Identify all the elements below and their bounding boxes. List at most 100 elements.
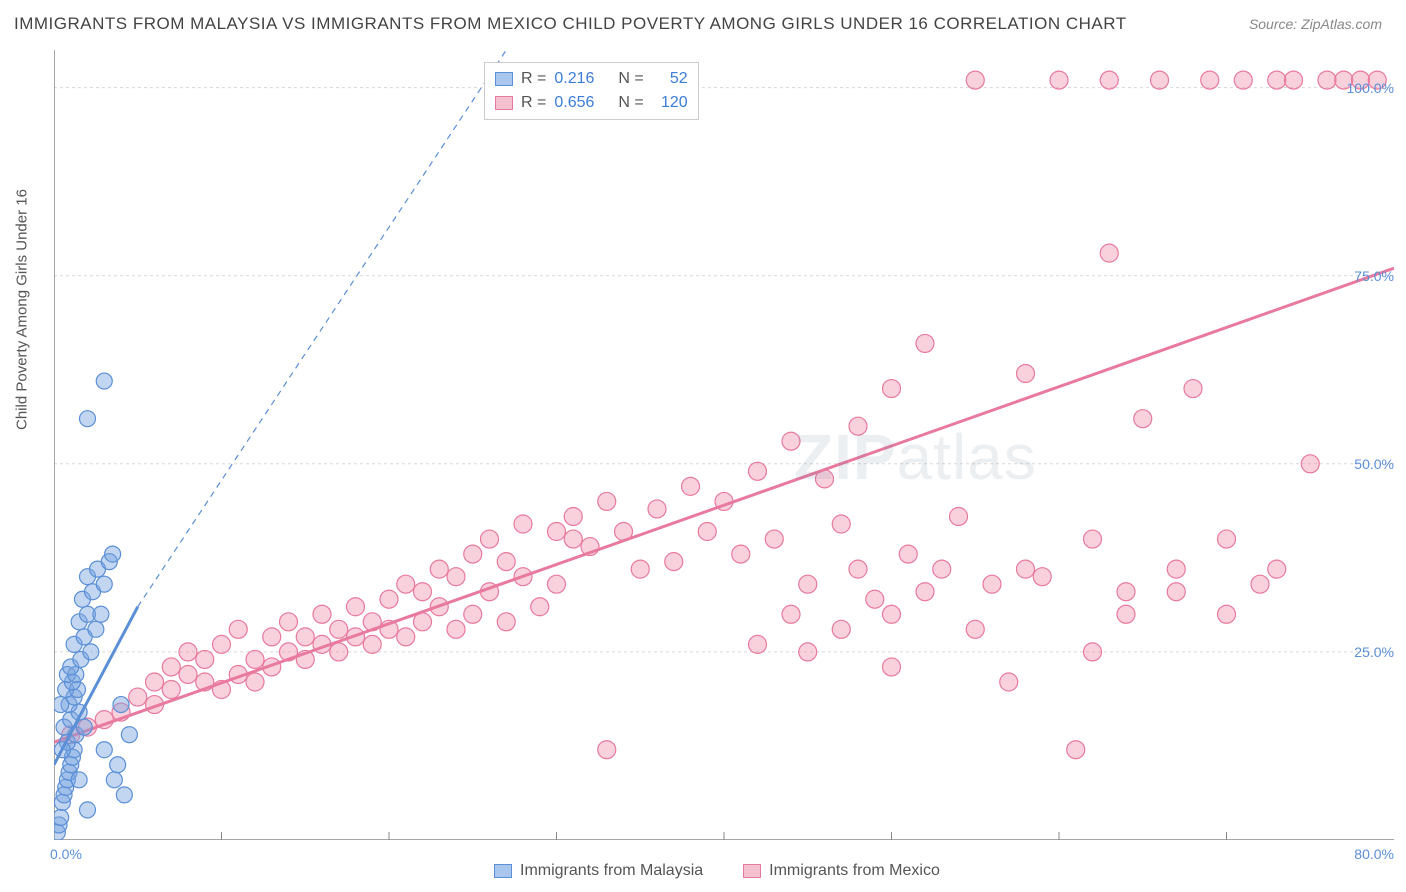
scatter-point bbox=[464, 545, 482, 563]
scatter-point bbox=[782, 605, 800, 623]
scatter-point bbox=[380, 590, 398, 608]
scatter-point bbox=[71, 772, 87, 788]
scatter-point bbox=[162, 681, 180, 699]
scatter-point bbox=[430, 560, 448, 578]
scatter-point bbox=[548, 575, 566, 593]
scatter-point bbox=[866, 590, 884, 608]
scatter-point bbox=[598, 741, 616, 759]
legend-swatch bbox=[495, 72, 513, 86]
legend-swatch bbox=[494, 864, 512, 878]
legend-label: Immigrants from Mexico bbox=[769, 862, 940, 880]
scatter-point bbox=[313, 605, 331, 623]
scatter-point bbox=[950, 507, 968, 525]
scatter-point bbox=[179, 643, 197, 661]
scatter-point bbox=[682, 477, 700, 495]
scatter-point bbox=[363, 635, 381, 653]
scatter-point bbox=[113, 697, 129, 713]
fit-line-ext bbox=[138, 50, 507, 607]
scatter-point bbox=[447, 620, 465, 638]
scatter-point bbox=[648, 500, 666, 518]
scatter-point bbox=[106, 772, 122, 788]
scatter-point bbox=[1234, 71, 1252, 89]
scatter-point bbox=[631, 560, 649, 578]
stat-n-label: N = bbox=[618, 70, 643, 88]
fit-line bbox=[54, 268, 1394, 742]
scatter-point bbox=[883, 380, 901, 398]
stat-n-value: 52 bbox=[652, 70, 688, 88]
scatter-point bbox=[548, 523, 566, 541]
scatter-point bbox=[916, 334, 934, 352]
scatter-point bbox=[1033, 568, 1051, 586]
scatter-point bbox=[110, 757, 126, 773]
scatter-point bbox=[966, 71, 984, 89]
scatter-point bbox=[1167, 583, 1185, 601]
stat-r-value: 0.216 bbox=[554, 70, 610, 88]
scatter-point bbox=[296, 628, 314, 646]
scatter-point bbox=[1201, 71, 1219, 89]
scatter-point bbox=[1268, 71, 1286, 89]
scatter-point bbox=[1167, 560, 1185, 578]
scatter-point bbox=[330, 643, 348, 661]
scatter-point bbox=[966, 620, 984, 638]
scatter-point bbox=[1000, 673, 1018, 691]
scatter-point bbox=[497, 613, 515, 631]
source-link[interactable]: ZipAtlas.com bbox=[1301, 16, 1382, 32]
scatter-point bbox=[105, 546, 121, 562]
scatter-point bbox=[54, 809, 69, 825]
legend-swatch bbox=[743, 864, 761, 878]
scatter-point bbox=[347, 598, 365, 616]
scatter-point bbox=[799, 643, 817, 661]
stat-r-label: R = bbox=[521, 94, 546, 112]
scatter-point bbox=[1285, 71, 1303, 89]
scatter-point bbox=[1318, 71, 1336, 89]
stat-r-value: 0.656 bbox=[554, 94, 610, 112]
scatter-point bbox=[263, 628, 281, 646]
scatter-point bbox=[246, 650, 264, 668]
scatter-point bbox=[196, 650, 214, 668]
y-tick-label: 100.0% bbox=[1347, 80, 1394, 96]
scatter-point bbox=[749, 635, 767, 653]
scatter-point bbox=[1117, 605, 1135, 623]
y-tick-label: 75.0% bbox=[1354, 268, 1394, 284]
stats-row: R = 0.656 N = 120 bbox=[495, 91, 688, 115]
y-tick-label: 25.0% bbox=[1354, 644, 1394, 660]
scatter-point bbox=[229, 620, 247, 638]
scatter-point bbox=[80, 802, 96, 818]
scatter-point bbox=[1084, 643, 1102, 661]
scatter-point bbox=[481, 530, 499, 548]
stats-row: R = 0.216 N = 52 bbox=[495, 67, 688, 91]
legend-item: Immigrants from Mexico bbox=[743, 862, 940, 880]
scatter-point bbox=[464, 605, 482, 623]
scatter-point bbox=[1017, 560, 1035, 578]
source-label: Source: bbox=[1249, 16, 1297, 32]
stat-n-value: 120 bbox=[652, 94, 688, 112]
scatter-point bbox=[883, 605, 901, 623]
scatter-point bbox=[246, 673, 264, 691]
scatter-point bbox=[80, 411, 96, 427]
scatter-point bbox=[280, 613, 298, 631]
scatter-point bbox=[447, 568, 465, 586]
scatter-point bbox=[1218, 530, 1236, 548]
scatter-point bbox=[497, 553, 515, 571]
scatter-point bbox=[531, 598, 549, 616]
scatter-point bbox=[1084, 530, 1102, 548]
scatter-point bbox=[213, 635, 231, 653]
scatter-point bbox=[698, 523, 716, 541]
correlation-chart bbox=[54, 50, 1394, 840]
scatter-point bbox=[564, 530, 582, 548]
scatter-point bbox=[1268, 560, 1286, 578]
scatter-point bbox=[1017, 365, 1035, 383]
scatter-point bbox=[598, 492, 616, 510]
chart-title: IMMIGRANTS FROM MALAYSIA VS IMMIGRANTS F… bbox=[14, 14, 1127, 34]
scatter-point bbox=[1301, 455, 1319, 473]
scatter-point bbox=[832, 620, 850, 638]
legend-item: Immigrants from Malaysia bbox=[494, 862, 703, 880]
scatter-point bbox=[414, 583, 432, 601]
y-tick-label: 50.0% bbox=[1354, 456, 1394, 472]
scatter-point bbox=[799, 575, 817, 593]
scatter-point bbox=[1117, 583, 1135, 601]
scatter-point bbox=[397, 628, 415, 646]
scatter-point bbox=[1050, 71, 1068, 89]
stats-legend-box: R = 0.216 N = 52 R = 0.656 N = 120 bbox=[484, 62, 699, 120]
scatter-point bbox=[916, 583, 934, 601]
